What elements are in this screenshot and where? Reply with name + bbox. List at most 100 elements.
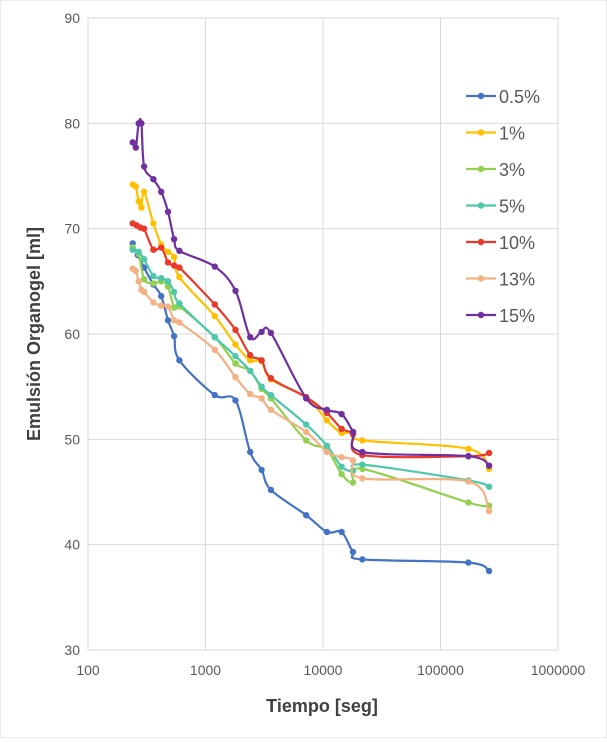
data-point — [232, 360, 239, 367]
x-tick-label: 100000 — [417, 662, 464, 678]
data-point — [303, 428, 310, 436]
legend-item: 0.5% — [466, 87, 540, 107]
data-point — [164, 317, 172, 324]
data-point — [164, 259, 172, 266]
data-point — [247, 390, 254, 398]
data-point — [150, 299, 157, 306]
y-tick-label: 40 — [64, 537, 80, 553]
data-point — [211, 263, 218, 270]
data-point — [267, 391, 275, 399]
x-tick-label: 10000 — [304, 662, 343, 678]
data-point — [170, 332, 178, 340]
data-point — [140, 225, 148, 232]
data-point — [349, 548, 357, 556]
data-point — [267, 406, 275, 413]
data-point — [138, 204, 145, 211]
data-point — [359, 448, 366, 456]
data-point — [338, 528, 345, 536]
data-point — [338, 470, 345, 478]
legend-marker — [477, 311, 485, 319]
data-point — [303, 512, 310, 519]
legend-item: 10% — [466, 233, 535, 253]
data-point — [129, 139, 136, 146]
data-point — [247, 367, 254, 375]
legend-marker — [477, 165, 485, 173]
data-point — [150, 272, 157, 280]
legend-label: 1% — [499, 124, 525, 144]
y-tick-label: 80 — [64, 115, 80, 131]
x-tick-label: 1000000 — [531, 662, 586, 678]
data-point — [323, 406, 331, 413]
data-point — [232, 397, 239, 404]
data-point — [485, 462, 493, 469]
data-point — [132, 267, 139, 274]
data-point — [465, 559, 472, 566]
data-point — [349, 428, 357, 436]
data-point — [258, 395, 265, 402]
data-point — [267, 375, 275, 382]
data-point — [170, 236, 178, 243]
data-point — [359, 437, 366, 444]
data-point — [303, 437, 310, 444]
data-point — [211, 312, 218, 320]
data-point — [485, 483, 493, 490]
legend-label: 3% — [499, 160, 525, 180]
legend-marker — [477, 129, 485, 136]
data-point — [176, 273, 183, 281]
legend-marker — [477, 202, 485, 209]
data-point — [158, 302, 165, 309]
data-point — [359, 556, 366, 563]
legend-label: 10% — [499, 233, 535, 253]
data-point — [485, 567, 493, 575]
data-point — [247, 357, 254, 364]
data-point — [140, 188, 148, 195]
legend-label: 0.5% — [499, 87, 540, 107]
data-point — [211, 346, 218, 353]
data-point — [323, 448, 331, 456]
legend-marker — [477, 238, 485, 246]
data-point — [258, 357, 265, 364]
axes: 30 40 50 60 70 80 90 100 1000 10000 100000 1000000 — [64, 10, 585, 678]
data-point — [303, 421, 310, 428]
legend-item: 1% — [466, 124, 525, 144]
legend-item: 15% — [466, 306, 535, 326]
data-point — [164, 278, 172, 285]
data-point — [176, 247, 183, 254]
legend-item: 13% — [466, 270, 535, 290]
y-tick-label: 70 — [64, 221, 80, 237]
data-point — [232, 352, 239, 360]
x-tick-label: 100 — [76, 662, 100, 678]
data-point — [138, 120, 145, 127]
data-point — [267, 486, 275, 494]
data-point — [232, 341, 239, 348]
data-point — [232, 287, 239, 294]
data-point — [247, 448, 254, 456]
data-point — [140, 276, 148, 283]
data-point — [323, 442, 331, 449]
data-point — [135, 198, 142, 205]
data-point — [303, 395, 310, 402]
data-point — [258, 328, 265, 336]
data-point — [176, 357, 183, 364]
data-point — [338, 454, 345, 461]
y-tick-label: 50 — [64, 431, 80, 447]
data-point — [158, 275, 165, 282]
series-7 — [129, 117, 493, 469]
data-point — [258, 466, 265, 474]
data-point — [211, 391, 218, 399]
data-point — [359, 475, 366, 482]
data-point — [232, 326, 239, 333]
data-point — [323, 528, 331, 536]
data-point — [135, 248, 142, 255]
data-point — [132, 183, 139, 190]
data-point — [150, 220, 157, 227]
data-point — [158, 292, 165, 300]
legend: 0.5% 1% 3% 5% 10% 13% 15% — [466, 87, 540, 326]
data-point — [338, 410, 345, 418]
data-point — [465, 499, 472, 506]
legend-item: 5% — [466, 197, 525, 217]
data-point — [211, 301, 218, 308]
legend-label: 15% — [499, 306, 535, 326]
